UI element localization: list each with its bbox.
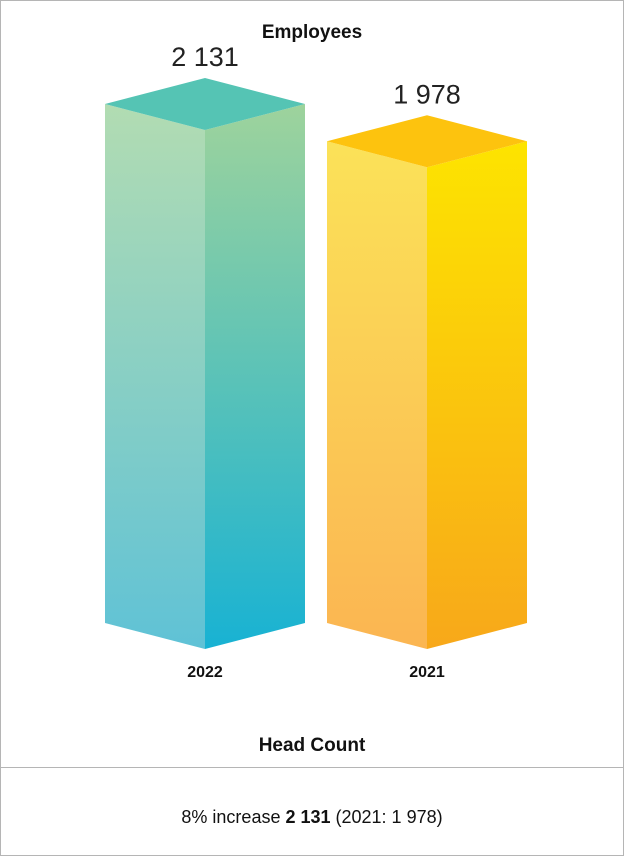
bar-2021-right-face bbox=[427, 141, 527, 649]
bar-2022-left-face bbox=[105, 104, 205, 649]
bar-2022-top-face bbox=[105, 78, 305, 130]
summary-suffix: (2021: 1 978) bbox=[330, 807, 443, 827]
summary-prefix: 8% increase bbox=[181, 807, 286, 827]
chart-panel: Employees 2 131 2022 1 978 2021 Head Count bbox=[1, 1, 623, 768]
chart-title: Employees bbox=[261, 22, 363, 43]
x-axis-label: Head Count bbox=[258, 735, 366, 756]
bar-chart: 2 131 2022 1 978 2021 bbox=[105, 42, 527, 681]
category-label-2021: 2021 bbox=[409, 664, 445, 681]
bar-2022-right-face bbox=[205, 104, 305, 649]
value-label-2021: 1 978 bbox=[393, 79, 461, 109]
summary-text: 8% increase 2 131 (2021: 1 978) bbox=[1, 807, 623, 828]
value-label-2022: 2 131 bbox=[171, 42, 239, 72]
bar-2021-top-face bbox=[327, 115, 527, 168]
summary-value: 2 131 bbox=[285, 807, 331, 827]
bar-2021: 1 978 2021 bbox=[327, 79, 527, 681]
bar-2022: 2 131 2022 bbox=[105, 42, 305, 681]
category-label-2022: 2022 bbox=[187, 664, 223, 681]
bar-2021-left-face bbox=[327, 141, 427, 649]
